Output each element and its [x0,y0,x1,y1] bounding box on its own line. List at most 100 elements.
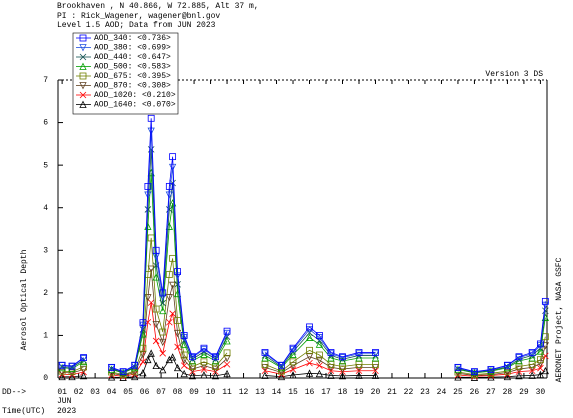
data-point [200,371,208,379]
data-point [327,349,335,356]
data-point [306,346,313,354]
data-point [108,363,116,371]
data-point [536,370,545,378]
series-line [62,118,546,373]
data-point [471,368,478,376]
data-point [144,355,152,364]
data-point [503,372,512,381]
data-point [152,246,160,254]
data-point [306,359,313,367]
data-point [58,363,66,372]
legend-marker [79,100,87,108]
data-point [159,338,167,347]
x-tick-label: 30 [536,388,546,397]
x-tick-label: 09 [189,388,199,397]
legend-label: AOD_1640: <0.070> [94,101,176,110]
data-point [68,363,76,371]
legend-marker [79,82,87,90]
data-point [223,329,231,338]
data-point [189,353,196,361]
y-tick-label: 1 [43,332,48,341]
data-point [212,353,219,361]
data-point [487,371,495,379]
x-tick-label: 20 [371,388,381,397]
legend-label: AOD_1020: <0.210> [94,91,176,100]
data-point [537,340,544,348]
data-point [541,366,549,375]
data-point [223,337,231,345]
x-tick-label: 19 [354,388,364,397]
data-point [107,373,116,381]
x-tick-label: 29 [519,388,529,397]
data-point [371,350,380,358]
data-point [289,350,297,358]
data-point [139,319,147,327]
data-point [180,362,188,369]
data-point [188,371,197,380]
data-point [180,332,188,339]
data-point [152,273,160,281]
x-tick-label: 06 [140,388,150,397]
annotation: Version 3 DS [485,70,543,79]
data-point [169,310,176,317]
data-point [159,328,167,336]
data-point [528,349,536,356]
data-point [174,281,181,288]
data-point [339,353,346,361]
data-point [159,366,167,374]
legend-marker [79,53,87,61]
data-point [174,343,181,351]
data-point [261,354,269,362]
data-point [119,368,127,376]
x-tick-label: 21 [387,388,397,397]
header-line: Brookhaven , N 40.866, W 72.885, Alt 37 … [57,2,259,11]
y-tick-label: 6 [43,119,48,128]
data-point [372,349,379,356]
data-point [173,363,182,372]
data-point [315,340,324,348]
legend-label: AOD_440: <0.647> [94,53,171,62]
data-point [159,306,167,315]
data-point [515,365,523,373]
data-point [165,355,173,364]
data-point [223,361,231,368]
data-point [144,206,152,213]
x-tick-label: 12 [239,388,249,397]
data-point [79,371,88,380]
y-tick-label: 4 [43,204,48,213]
data-point [223,327,231,335]
legend-label: AOD_870: <0.308> [94,82,171,91]
data-point [152,305,160,313]
data-point [147,114,155,122]
x-tick-label: 27 [486,388,496,397]
legend-label: AOD_500: <0.583> [94,63,171,72]
data-point [277,362,286,370]
y-axis-label: Aerosol Optical Depth [20,249,29,350]
data-point [542,307,549,315]
x-prefix: DD--> [2,388,26,397]
data-point [168,281,177,290]
x-tick-label: 08 [173,388,183,397]
data-point [80,363,87,371]
data-point [80,354,87,361]
legend-marker [79,44,87,52]
data-point [159,293,167,302]
data-point [165,294,173,302]
data-point [537,364,544,372]
data-point [261,371,269,379]
data-point [541,342,549,350]
data-point [541,297,549,305]
data-point [305,333,314,341]
legend-marker [79,34,87,42]
data-point [147,349,155,357]
data-point [487,367,495,375]
legend-marker [79,62,87,70]
data-point [289,358,297,366]
data-point [152,361,160,370]
data-point [147,265,155,273]
data-point [119,368,127,376]
x-tick-label: 07 [156,388,166,397]
data-point [165,271,173,278]
x-tick-label: 13 [255,388,265,397]
x-tick-label: 14 [272,388,282,397]
